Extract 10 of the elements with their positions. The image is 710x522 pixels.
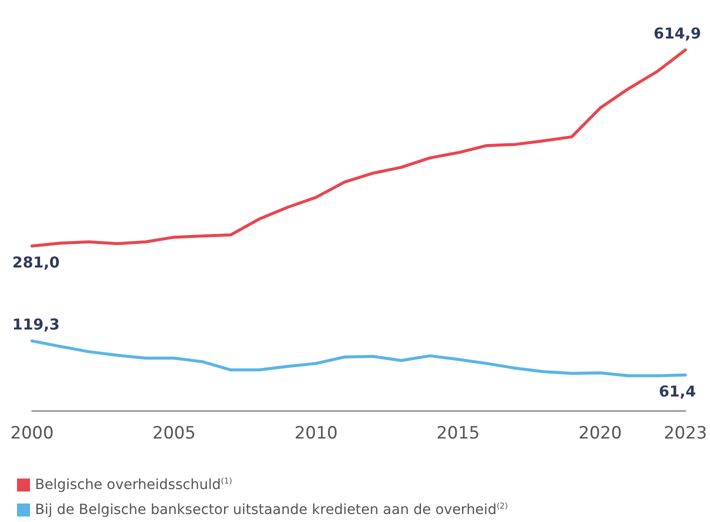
x-tick-label: 2010 (294, 424, 338, 444)
data-label: 119,3 (12, 315, 60, 334)
x-tick-label: 2000 (10, 424, 54, 444)
data-label: 614,9 (654, 24, 702, 42)
x-tick-label: 2023 (664, 424, 707, 444)
data-label: 281,0 (12, 254, 60, 272)
data-label: 61,4 (658, 382, 696, 400)
x-tick-label: 2005 (152, 424, 196, 444)
x-tick-label: 2015 (436, 424, 480, 444)
x-tick-label: 2020 (578, 424, 622, 444)
